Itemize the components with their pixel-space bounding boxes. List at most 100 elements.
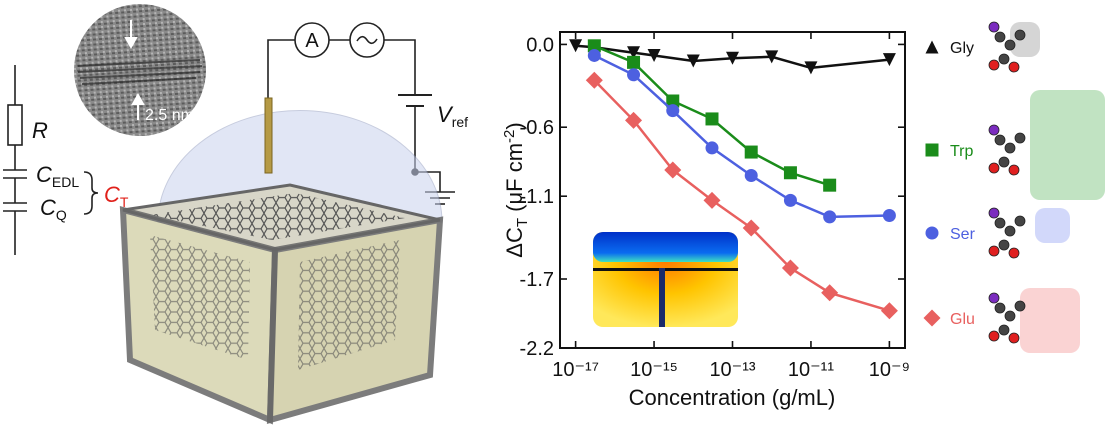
side-chain-highlight	[1030, 90, 1105, 200]
c-q-main: C	[40, 195, 56, 220]
x-tick-label: 10⁻¹⁵	[630, 359, 678, 381]
molecule	[988, 90, 1105, 200]
c-t-sub: T	[120, 194, 129, 210]
atom	[1008, 247, 1020, 259]
marker	[882, 209, 896, 223]
ylabel-part: ΔC	[502, 227, 527, 258]
marker	[664, 161, 682, 179]
marker	[880, 302, 898, 320]
legend-label: Glu	[950, 311, 975, 328]
atom	[988, 59, 1000, 71]
y-tick-label: -1.1	[520, 186, 554, 208]
marker	[821, 284, 839, 302]
atom	[1014, 300, 1026, 312]
marker	[666, 94, 680, 108]
atom	[988, 245, 1000, 257]
marker	[823, 178, 837, 192]
marker	[627, 55, 641, 69]
ylabel-part: T	[514, 218, 531, 227]
atom	[994, 217, 1006, 229]
marker	[569, 39, 583, 53]
atom	[988, 207, 1000, 219]
legend-label: Ser	[950, 226, 976, 243]
tem-arrows	[124, 20, 145, 120]
v-ref-sub: ref	[452, 114, 468, 130]
atom	[1004, 142, 1016, 154]
y-axis-label: ΔCT (μF cm-2)	[501, 122, 531, 257]
atom	[988, 21, 1000, 33]
c-t-label: CT	[104, 182, 129, 210]
legend-label: Trp	[950, 143, 974, 160]
marker	[627, 46, 641, 60]
x-tick-label: 10⁻¹³	[709, 359, 755, 381]
lattice-fringes	[77, 59, 203, 85]
atom	[1014, 215, 1026, 227]
resistor-label: R	[32, 118, 48, 143]
marker	[882, 53, 896, 67]
marker	[686, 54, 700, 68]
series-line	[593, 79, 890, 312]
marker	[783, 193, 797, 207]
atom	[988, 124, 1000, 136]
marker	[587, 39, 601, 53]
scale-bar-label: 2.5 nm	[145, 107, 194, 124]
marker	[585, 71, 603, 89]
legend-marker	[925, 143, 939, 157]
graphene-left	[150, 235, 250, 360]
measure-circuit	[267, 22, 455, 205]
side-chain-highlight	[1020, 288, 1080, 353]
marker	[705, 141, 719, 155]
molecule	[988, 288, 1080, 353]
atom	[1014, 132, 1026, 144]
atom	[1004, 39, 1016, 51]
marker	[781, 259, 799, 277]
marker	[823, 210, 837, 224]
legend-marker	[925, 40, 939, 54]
inset-map	[593, 232, 738, 327]
chart: ΔCT (μF cm-2) Concentration (g/mL) 0.0 -0…	[501, 21, 1105, 410]
atom	[998, 53, 1010, 65]
v-ref-label: Vref	[437, 102, 468, 130]
c-edl-label: CEDL	[36, 162, 79, 190]
atom	[998, 324, 1010, 336]
marker	[765, 50, 779, 64]
marker	[742, 219, 760, 237]
atom	[998, 239, 1010, 251]
marker	[705, 112, 719, 126]
legend-marker	[923, 309, 941, 327]
y-tick-label: -1.7	[520, 269, 554, 291]
c-t-main: C	[104, 182, 120, 207]
molecule	[988, 21, 1040, 73]
marker	[666, 104, 680, 118]
marker	[587, 48, 601, 62]
x-tick-label: 10⁻¹¹	[788, 359, 834, 381]
marker	[783, 166, 797, 180]
atom	[994, 31, 1006, 43]
c-q-sub: Q	[56, 207, 67, 223]
marker	[625, 111, 643, 129]
ammeter-label: A	[305, 30, 319, 52]
c-q-label: CQ	[40, 195, 67, 223]
side-chain-highlight	[1010, 22, 1040, 57]
marker	[627, 68, 641, 82]
marker	[703, 191, 721, 209]
atom	[1004, 225, 1016, 237]
schematic: R CEDL CQ CT 2.5 nm	[3, 4, 468, 425]
legend-label: Gly	[950, 40, 974, 57]
y-tick-label: -2.2	[520, 338, 554, 360]
marker	[647, 48, 661, 62]
graphene-right	[298, 240, 400, 370]
c-edl-sub: EDL	[52, 174, 79, 190]
ylabel-part: )	[502, 122, 527, 129]
atom	[988, 162, 1000, 174]
legend-marker	[925, 226, 939, 240]
atom	[1004, 310, 1016, 322]
series-line	[593, 54, 890, 219]
y-tick-label: 0.0	[526, 34, 554, 56]
x-axis-label: Concentration (g/mL)	[629, 385, 836, 410]
y-tick-label: -0.6	[520, 117, 554, 139]
ylabel-part: (μF cm	[502, 143, 527, 218]
atom	[988, 292, 1000, 304]
atom	[988, 330, 1000, 342]
